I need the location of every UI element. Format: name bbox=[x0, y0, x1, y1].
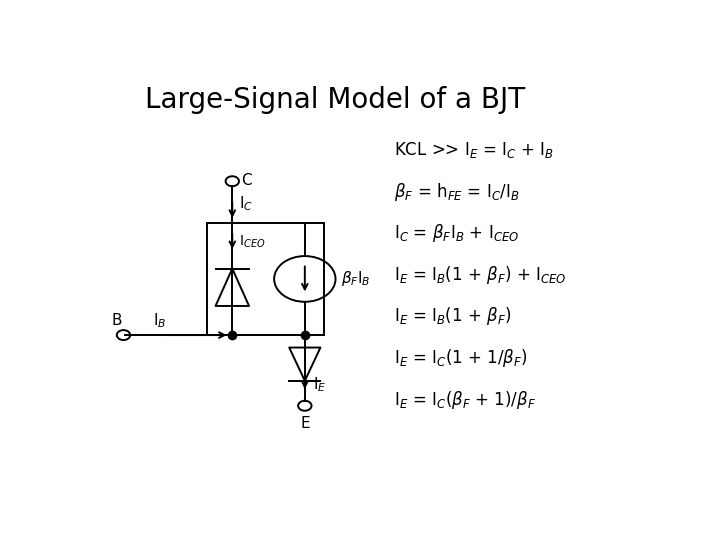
Text: I$_E$ = I$_B$(1 + $\beta_F$): I$_E$ = I$_B$(1 + $\beta_F$) bbox=[394, 305, 511, 327]
Text: I$_B$: I$_B$ bbox=[153, 311, 166, 330]
Text: I$_E$: I$_E$ bbox=[313, 376, 327, 394]
Text: KCL >> I$_E$ = I$_C$ + I$_B$: KCL >> I$_E$ = I$_C$ + I$_B$ bbox=[394, 140, 554, 160]
Text: I$_C$: I$_C$ bbox=[239, 195, 253, 213]
Text: $\beta_F$ = h$_{FE}$ = I$_C$/I$_B$: $\beta_F$ = h$_{FE}$ = I$_C$/I$_B$ bbox=[394, 180, 520, 202]
Text: E: E bbox=[300, 416, 310, 431]
Text: I$_E$ = I$_B$(1 + $\beta_F$) + I$_{CEO}$: I$_E$ = I$_B$(1 + $\beta_F$) + I$_{CEO}$ bbox=[394, 264, 567, 286]
Text: C: C bbox=[240, 173, 251, 188]
Text: I$_{CEO}$: I$_{CEO}$ bbox=[239, 233, 266, 249]
Text: Large-Signal Model of a BJT: Large-Signal Model of a BJT bbox=[145, 85, 526, 113]
Text: I$_E$ = I$_C$($\beta_F$ + 1)/$\beta_F$: I$_E$ = I$_C$($\beta_F$ + 1)/$\beta_F$ bbox=[394, 388, 536, 410]
Text: I$_E$ = I$_C$(1 + 1/$\beta_F$): I$_E$ = I$_C$(1 + 1/$\beta_F$) bbox=[394, 347, 528, 369]
Text: B: B bbox=[112, 313, 122, 328]
Text: $\beta_F$I$_B$: $\beta_F$I$_B$ bbox=[341, 269, 371, 288]
Text: I$_C$ = $\beta_F$I$_B$ + I$_{CEO}$: I$_C$ = $\beta_F$I$_B$ + I$_{CEO}$ bbox=[394, 222, 519, 244]
